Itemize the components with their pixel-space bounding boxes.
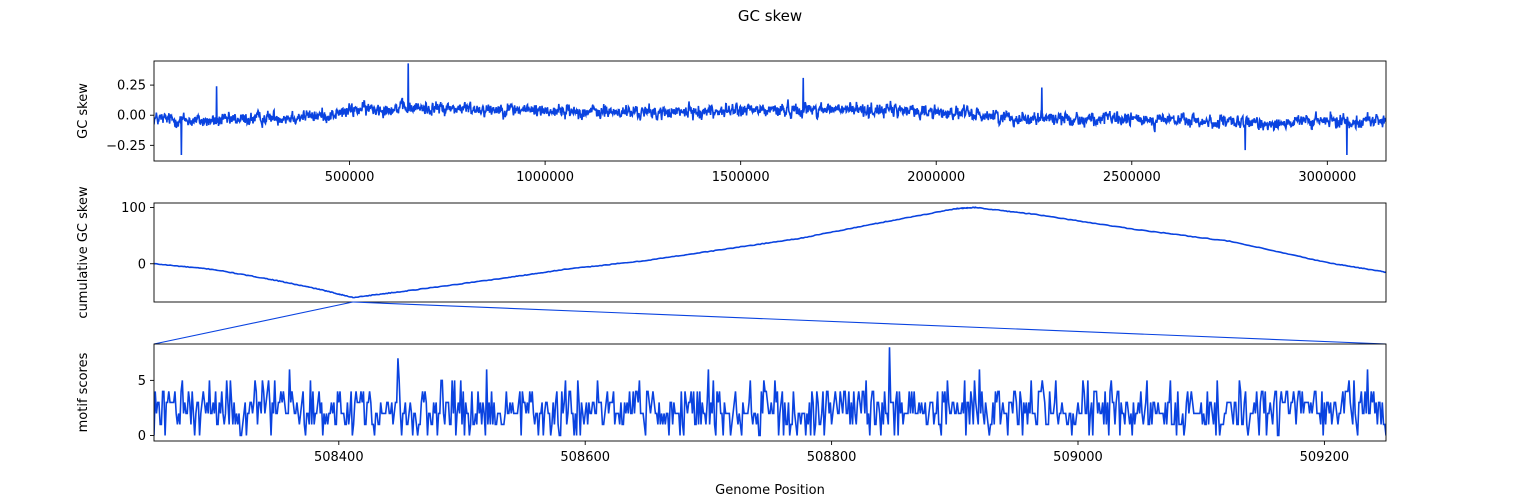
x-tick-label: 508800 bbox=[807, 450, 857, 465]
y-axis-label: cumulative GC skew bbox=[76, 186, 91, 319]
y-tick-label: 0 bbox=[138, 429, 146, 444]
y-tick-label: 100 bbox=[121, 201, 146, 216]
y-tick-label: 5 bbox=[138, 374, 146, 389]
y-axis-label: GC skew bbox=[76, 83, 91, 139]
axes-frame bbox=[153, 202, 1387, 303]
x-tick-label: 1000000 bbox=[516, 170, 574, 185]
y-tick-label: 0.00 bbox=[117, 109, 146, 124]
axes-frame bbox=[153, 343, 1387, 442]
y-tick-label: −0.25 bbox=[106, 139, 146, 154]
x-tick-label: 2500000 bbox=[1103, 170, 1161, 185]
series-line bbox=[154, 347, 1386, 437]
x-axis-label: Genome Position bbox=[715, 483, 825, 498]
motif-scores-panel: 5 0 508400 508600 508800 509000 509200 motif sc… bbox=[76, 343, 1387, 465]
x-tick-label: 509000 bbox=[1053, 450, 1103, 465]
y-tick-label: 0 bbox=[138, 257, 146, 272]
figure-title: GC skew bbox=[738, 7, 802, 25]
axes-frame bbox=[153, 60, 1387, 162]
zoom-connector bbox=[153, 301, 1387, 345]
x-tick-label: 500000 bbox=[325, 170, 375, 185]
x-tick-label: 509200 bbox=[1300, 450, 1350, 465]
zoom-line-right bbox=[352, 301, 1387, 345]
series-line bbox=[154, 63, 1386, 155]
y-axis-label: motif scores bbox=[76, 352, 91, 432]
x-tick-label: 3000000 bbox=[1298, 170, 1356, 185]
x-tick-label: 2000000 bbox=[907, 170, 965, 185]
series-line bbox=[154, 206, 1386, 299]
x-tick-label: 508600 bbox=[560, 450, 610, 465]
x-tick-label: 1500000 bbox=[712, 170, 770, 185]
cumulative-gc-skew-panel: 100 0 cumulative GC skew bbox=[76, 186, 1387, 319]
zoom-line-left bbox=[153, 301, 353, 345]
gc-skew-panel: 0.25 0.00 −0.25 500000 1000000 1500000 2000000… bbox=[76, 60, 1387, 185]
y-tick-label: 0.25 bbox=[117, 79, 146, 94]
x-tick-label: 508400 bbox=[314, 450, 364, 465]
